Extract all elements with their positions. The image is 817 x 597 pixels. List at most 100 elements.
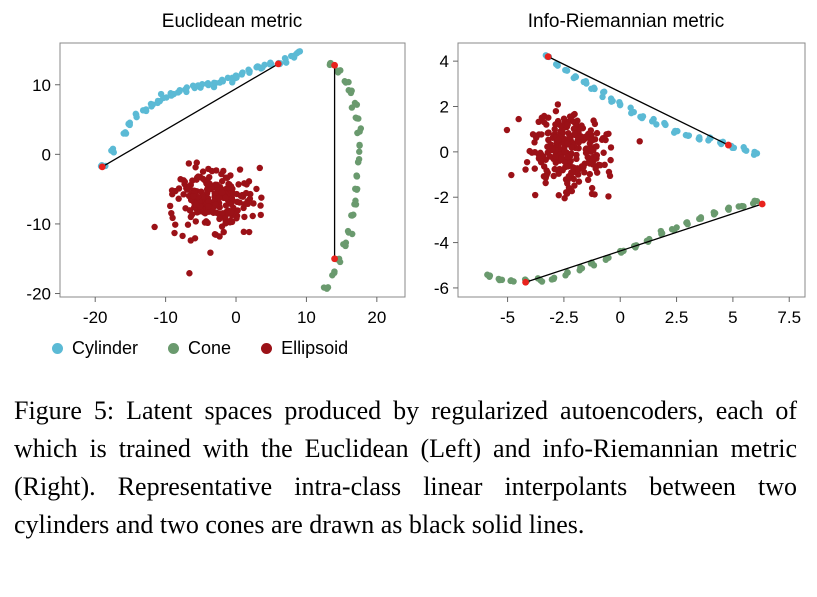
ellipsoid-point [189,177,196,184]
ellipsoid-point [591,120,599,128]
ellipsoid-point [555,192,562,199]
cylinder-point [194,82,202,89]
ellipsoid-point [570,125,578,133]
cylinder-point [205,81,212,89]
ellipsoid-point [180,177,187,184]
cylinder-point [583,80,590,87]
cylinder-point [176,88,183,95]
cylinder-point [648,118,656,125]
cylinder-point [740,144,747,151]
interpolant-line [525,203,763,283]
cone-point [590,262,598,269]
ellipsoid-point [204,208,211,215]
ellipsoid-point [545,136,552,144]
chart-title: Info-Riemannian metric [528,11,724,32]
cone-point [538,278,546,285]
cone-point [697,215,705,222]
ellipsoid-point [560,115,568,122]
cone-point [683,219,691,226]
cone-point [331,269,338,277]
cone-point [320,284,328,291]
cylinder-point [639,113,647,120]
cylinder-point [628,109,635,117]
interpolant-line [101,63,279,168]
ellipsoid-point [220,167,227,175]
ellipsoid-point [571,130,579,138]
cylinder-point [616,101,624,109]
ellipsoid-point [185,184,193,191]
ellipsoid-point [532,191,539,199]
cylinder-point [295,48,303,55]
ellipsoid-point [184,221,192,228]
ellipsoid-point [227,209,235,216]
cylinder-point [126,121,133,129]
ellipsoid-point [564,140,571,147]
legend-marker-cylinder [52,342,63,354]
cone-point [725,204,732,211]
y-tick-label: -6 [434,279,449,298]
ellipsoid-point [243,181,250,188]
ellipsoid-point [208,167,216,175]
cone-point [349,230,356,238]
cylinder-point [189,82,197,89]
ellipsoid-point [186,270,193,277]
ellipsoid-point [218,178,226,185]
ellipsoid-point [531,139,538,146]
cone-point [356,148,363,155]
x-tick-label: 10 [297,308,316,327]
cone-point [602,256,609,263]
ellipsoid-point [586,170,594,178]
ellipsoid-point [540,112,548,120]
ellipsoid-point [222,202,230,209]
chart-euclidean: Euclidean metric -20 -10 0 10 20 -20 -10 0 10 [26,11,406,327]
chart-info-riemannian: Info-Riemannian metric -5 -2.5 0 2.5 5 7.5 -6 -4… [434,11,806,327]
plot-frame [457,42,806,298]
ellipsoid-point [591,191,598,198]
ellipsoid-point [565,134,573,142]
ellipsoid-point [175,185,183,192]
ellipsoid-point [250,200,257,207]
cylinder-point [570,74,577,82]
ellipsoid-point [568,187,576,195]
cone-point [326,61,334,69]
cone-point [342,79,349,86]
plot-frame [59,42,406,298]
cone-point [342,242,349,250]
interpolant-endpoint [758,200,766,208]
ellipsoid-point [544,143,551,150]
ellipsoid-point [180,191,187,198]
x-tick-label: 7.5 [777,308,801,327]
ellipsoid-point [592,165,599,172]
cone-point [352,197,359,204]
ellipsoid-point [204,219,211,227]
x-tick-label: -20 [83,308,108,327]
ellipsoid-point [587,127,595,134]
ellipsoid-point [544,129,551,137]
ellipsoid-point [584,154,591,161]
cone-point [351,185,359,193]
ellipsoid-point [603,131,610,138]
cylinder-point [607,95,615,102]
cylinder-point [132,110,139,118]
ellipsoid-point [542,179,549,187]
ellipsoid-point [193,209,201,216]
interpolant-endpoint [522,278,529,286]
ellipsoid-point [575,178,583,185]
interpolant-endpoint [331,255,338,263]
ellipsoid-point [600,149,607,156]
cylinder-point [110,149,117,156]
cone-point [353,172,360,179]
legend-label-ellipsoid: Ellipsoid [281,337,349,358]
ellipsoid-point [582,133,590,140]
cylinder-point [601,88,608,95]
ellipsoid-point [215,194,223,202]
cylinder-point [233,74,240,81]
ellipsoid-point [561,148,569,155]
ellipsoid-point [172,221,179,228]
ellipsoid-point [636,138,643,145]
ellipsoid-point [503,126,511,134]
ellipsoid-point [199,193,207,200]
legend-marker-cone [168,342,180,354]
ellipsoid-point [227,200,235,208]
